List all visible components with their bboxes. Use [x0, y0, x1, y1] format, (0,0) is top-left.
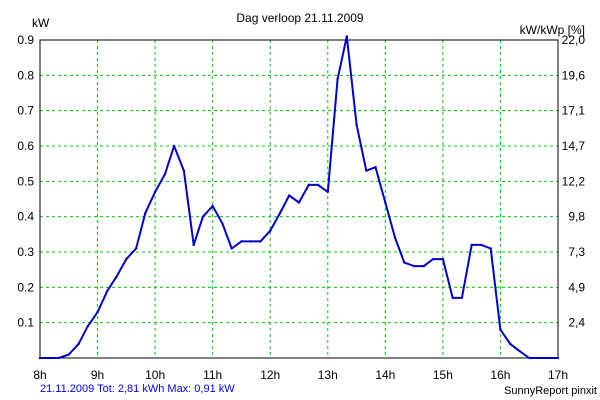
- y-axis-label-right: kW/kWp [%]: [520, 23, 585, 37]
- data-point: [470, 243, 473, 247]
- data-point: [106, 289, 109, 293]
- x-tick-label: 8h: [33, 368, 46, 382]
- data-point: [412, 264, 416, 268]
- data-point: [153, 190, 157, 194]
- data-point: [182, 169, 186, 172]
- y-axis-label-left: kW: [32, 16, 50, 30]
- data-point: [355, 123, 358, 127]
- x-tick-label: 17h: [548, 368, 568, 382]
- x-tick-label: 15h: [433, 368, 453, 382]
- data-point: [460, 296, 464, 300]
- data-point: [489, 247, 492, 250]
- tick-labels: 8h 9h 10h 11h 12h 13h 14h 15h 16h 17h 0.1 2,4 0.2 4,9…: [17, 33, 585, 382]
- data-point: [86, 325, 89, 328]
- y-tick-label-right: 22,0: [562, 33, 586, 47]
- data-point: [316, 183, 320, 187]
- y-tick-label-right: 12,2: [562, 174, 586, 188]
- data-point: [230, 247, 233, 250]
- data-point: [441, 257, 445, 261]
- x-tick-label: 10h: [145, 368, 165, 382]
- data-point: [365, 169, 368, 172]
- data-point: [125, 257, 128, 261]
- data-point: [172, 144, 176, 148]
- series-layer: [38, 35, 560, 360]
- data-point: [499, 328, 502, 331]
- data-point: [250, 240, 253, 243]
- data-point: [48, 356, 51, 360]
- y-tick-label-right: 2,4: [568, 316, 585, 330]
- data-point: [374, 166, 377, 169]
- data-point: [345, 35, 348, 38]
- data-point: [192, 243, 195, 247]
- data-point: [288, 194, 291, 197]
- y-tick-label-left: 0.6: [17, 139, 34, 153]
- x-tick-label: 11h: [203, 368, 222, 382]
- data-point: [384, 201, 387, 204]
- data-point: [115, 275, 118, 278]
- grid: [40, 40, 558, 358]
- data-point: [393, 236, 397, 240]
- data-point: [240, 240, 243, 243]
- data-point: [403, 261, 406, 264]
- data-point: [547, 356, 550, 360]
- y-tick-label-right: 7,3: [568, 245, 585, 259]
- plot-frame: [39, 39, 559, 359]
- data-point: [38, 356, 42, 360]
- y-tick-label-right: 9,8: [568, 210, 585, 224]
- y-tick-label-right: 4,9: [568, 280, 585, 294]
- data-point: [163, 173, 167, 176]
- x-tick-label: 12h: [260, 368, 280, 382]
- series-line: [40, 35, 558, 359]
- data-point: [96, 310, 99, 314]
- data-point: [518, 349, 521, 353]
- data-point: [480, 243, 483, 247]
- data-point: [211, 204, 214, 208]
- y-tick-label-left: 0.9: [17, 33, 34, 47]
- data-point: [57, 356, 61, 360]
- chart-title: Dag verloop 21.11.2009: [236, 11, 364, 25]
- y-tick-label-left: 0.5: [17, 174, 34, 188]
- y-tick-label-right: 19,6: [562, 68, 586, 82]
- x-tick-label: 14h: [375, 368, 395, 382]
- y-tick-label-right: 17,1: [562, 104, 586, 118]
- data-point: [422, 264, 426, 268]
- y-tick-label-right: 14,7: [562, 139, 586, 153]
- footer-credit: SunnyReport pinxit: [504, 385, 597, 397]
- x-tick-label: 13h: [318, 368, 338, 382]
- data-point: [509, 342, 512, 346]
- data-point: [537, 356, 541, 360]
- data-point: [451, 296, 454, 300]
- data-point: [307, 183, 310, 187]
- data-point: [431, 257, 435, 261]
- footer-summary: 21.11.2009 Tot: 2,81 kWh Max: 0,91 kW: [40, 383, 235, 395]
- data-point: [201, 215, 205, 218]
- data-point: [297, 201, 301, 204]
- data-point: [221, 222, 224, 225]
- y-tick-label-left: 0.2: [17, 280, 34, 294]
- x-tick-label: 16h: [490, 368, 510, 382]
- data-point: [336, 77, 339, 81]
- data-point: [556, 356, 560, 360]
- data-point: [278, 211, 282, 215]
- y-tick-label-left: 0.4: [17, 210, 34, 224]
- y-tick-label-left: 0.8: [17, 68, 34, 82]
- x-tick-label: 9h: [91, 368, 104, 382]
- data-point: [528, 356, 531, 360]
- data-point: [67, 353, 70, 356]
- y-tick-label-left: 0.7: [17, 104, 34, 118]
- data-point: [259, 240, 262, 243]
- y-tick-label-left: 0.3: [17, 245, 34, 259]
- data-point: [269, 229, 272, 232]
- data-point: [326, 190, 329, 194]
- data-point: [144, 211, 147, 215]
- data-point: [77, 342, 80, 346]
- data-point: [134, 247, 138, 250]
- y-tick-label-left: 0.1: [17, 316, 34, 330]
